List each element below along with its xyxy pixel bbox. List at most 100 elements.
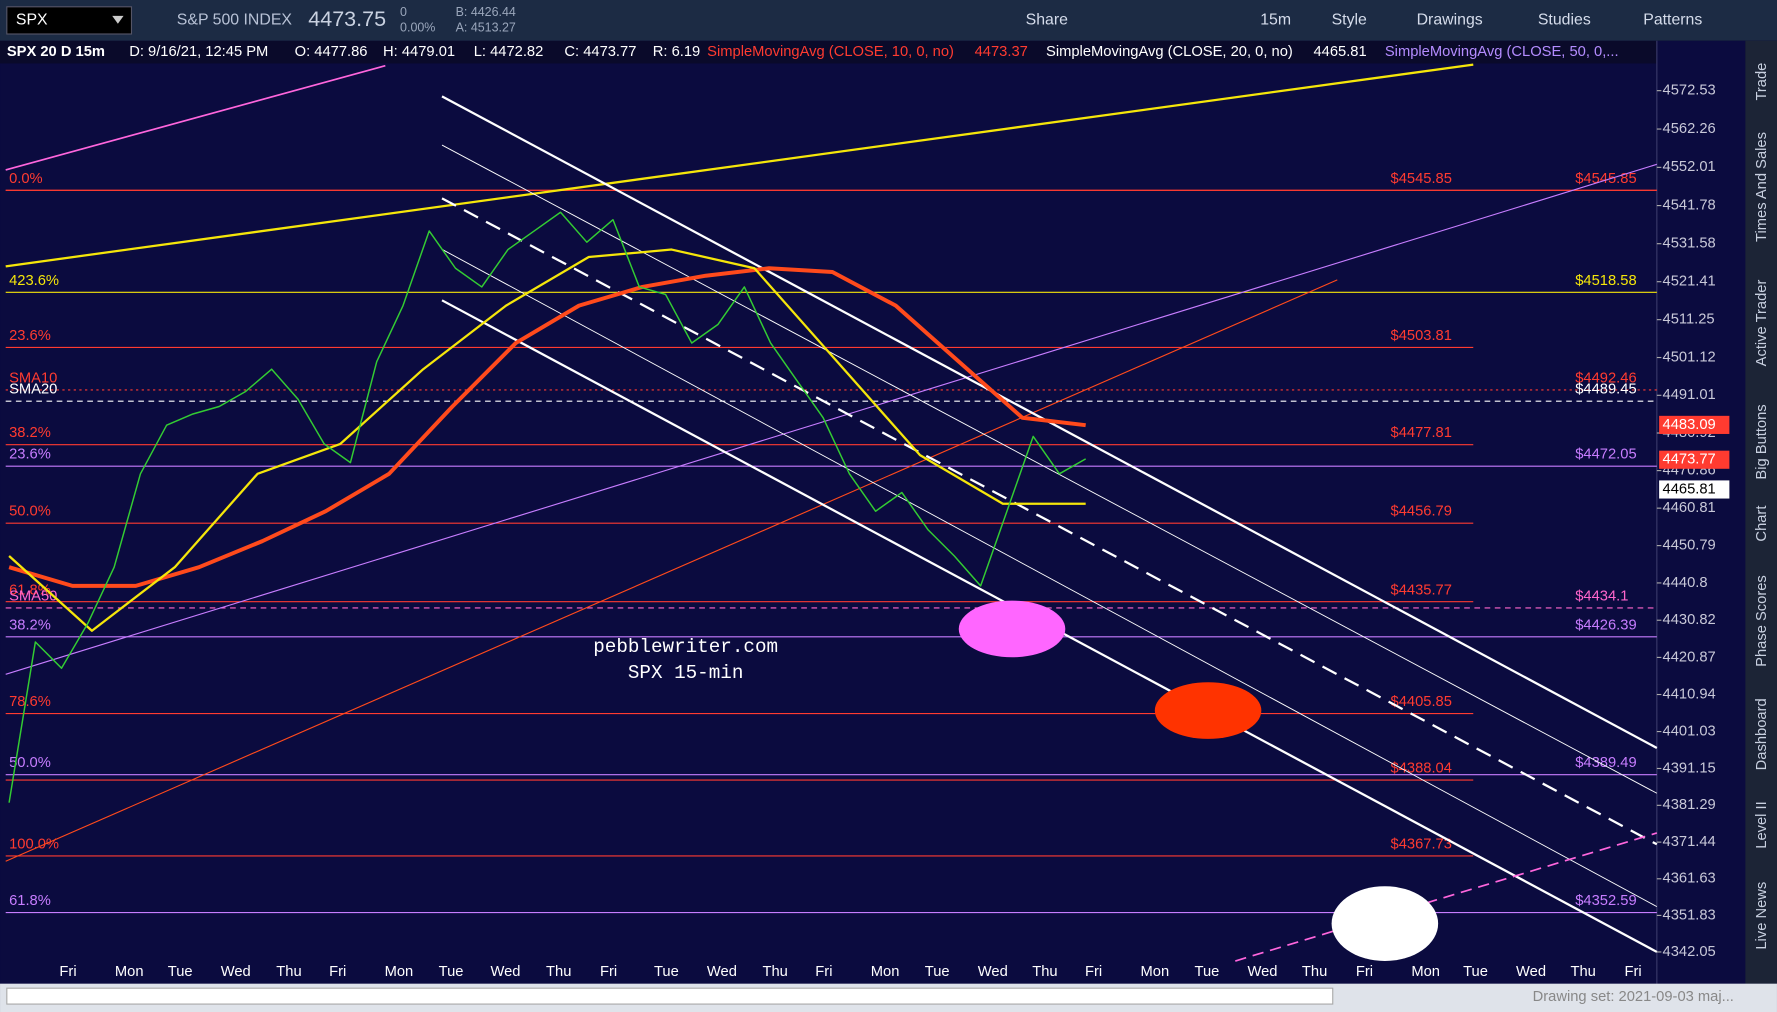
change-pct: 0.00%: [400, 21, 435, 35]
y-tick-label: 4521.41: [1663, 274, 1716, 290]
sidebar-tab[interactable]: Chart: [1754, 506, 1770, 542]
level-name: 50.0%: [9, 504, 51, 520]
trendline: [1235, 832, 1658, 962]
study-label: SimpleMovingAvg (CLOSE, 10, 0, no): [707, 44, 954, 60]
y-tick-label: 4541.78: [1663, 197, 1716, 213]
level-name: 423.6%: [9, 273, 59, 289]
y-tick-label: 4450.79: [1663, 537, 1716, 553]
ask: A: 4513.27: [456, 21, 516, 35]
y-tick-label: 4491.01: [1663, 387, 1716, 403]
x-tick-label: Fri: [600, 964, 617, 980]
study-value: 4465.81: [1313, 44, 1366, 60]
toolbar-button[interactable]: Studies: [1538, 12, 1591, 29]
price-line: [8, 211, 1087, 803]
symbol-box[interactable]: [6, 6, 133, 35]
level-name: 0.0%: [9, 171, 43, 187]
x-tick-label: Tue: [654, 964, 679, 980]
y-tick-label: 4381.29: [1663, 797, 1716, 813]
level-price: $4503.81: [1391, 328, 1452, 344]
y-tick-label: 4501.12: [1663, 349, 1716, 365]
x-tick-label: Thu: [1571, 964, 1596, 980]
x-tick-label: Mon: [871, 964, 900, 980]
price-tag: [1659, 450, 1730, 469]
x-tick-label: Thu: [762, 964, 787, 980]
price-tag-label: 4465.81: [1663, 481, 1716, 497]
price-tag-label: 4473.77: [1663, 452, 1716, 468]
bid: B: 4426.44: [456, 5, 516, 19]
info-field: R: 6.19: [653, 44, 700, 60]
target-oval: [1331, 886, 1439, 962]
channel-line: [441, 197, 1658, 846]
level-name: 78.6%: [9, 694, 51, 710]
level-price: $4518.58: [1575, 273, 1636, 289]
target-oval: [958, 600, 1066, 658]
level-name: 50.0%: [9, 755, 51, 771]
y-tick-label: 4401.03: [1663, 723, 1716, 739]
y-tick-label: 4420.87: [1663, 649, 1716, 665]
info-bar: [0, 40, 1777, 64]
axes: 4572.53 4562.26 4552.01 4541.78 4531.58 4521.…: [59, 83, 1730, 980]
sidebar-tab[interactable]: Dashboard: [1754, 698, 1770, 770]
x-tick-label: Thu: [1032, 964, 1057, 980]
y-tick-label: 4552.01: [1663, 159, 1716, 175]
y-tick-label: 4531.58: [1663, 236, 1716, 252]
moving-average: [8, 266, 1086, 588]
x-tick-label: Tue: [925, 964, 950, 980]
sidebar-tab[interactable]: Trade: [1754, 63, 1770, 101]
x-tick-label: Tue: [168, 964, 193, 980]
study-label: SimpleMovingAvg (CLOSE, 20, 0, no): [1046, 44, 1293, 60]
level-price: $4434.1: [1575, 589, 1628, 605]
y-tick-label: 4342.05: [1663, 944, 1716, 960]
y-tick-label: 4430.82: [1663, 612, 1716, 628]
level-name: 38.2%: [9, 425, 51, 441]
level-name: SMA50: [9, 589, 57, 605]
markers: [958, 600, 1439, 962]
x-tick-label: Wed: [707, 964, 737, 980]
last-price: 4473.75: [308, 7, 386, 31]
channel-line: [441, 248, 1658, 908]
x-tick-label: Mon: [1411, 964, 1440, 980]
sidebar-tab[interactable]: Big Buttons: [1754, 404, 1770, 479]
sidebar-tab[interactable]: Times And Sales: [1754, 132, 1770, 242]
level-price: $4426.39: [1575, 617, 1636, 633]
moving-average: [8, 248, 1086, 632]
toolbar-button[interactable]: Style: [1332, 12, 1367, 29]
price-tag: [1659, 415, 1730, 434]
level-price: $4477.81: [1391, 425, 1452, 441]
study-label: SimpleMovingAvg (CLOSE, 50, 0,...: [1385, 44, 1619, 60]
watermark: pebblewriter.com: [593, 636, 778, 658]
x-tick-label: Thu: [546, 964, 571, 980]
level-price: $4352.59: [1575, 893, 1636, 909]
toolbar: [0, 0, 1777, 41]
sidebar-tabs: Trade Times And Sales Active Trader Big But…: [1754, 63, 1770, 950]
toolbar-button[interactable]: Drawings: [1417, 12, 1483, 29]
x-tick-label: Thu: [1302, 964, 1327, 980]
toolbar-button[interactable]: Patterns: [1643, 12, 1702, 29]
info-field: O: 4477.86: [295, 44, 368, 60]
trendline: [5, 279, 1338, 862]
trendlines: [5, 63, 1658, 962]
y-tick-label: 4351.83: [1663, 907, 1716, 923]
x-tick-label: Wed: [1516, 964, 1546, 980]
symbol: SPX: [16, 12, 48, 29]
trendline: [5, 163, 1658, 675]
level-price: $4435.77: [1391, 582, 1452, 598]
y-tick-label: 4572.53: [1663, 83, 1716, 99]
scrollbar[interactable]: [6, 987, 1334, 1005]
sidebar-tab[interactable]: Phase Scores: [1754, 575, 1770, 667]
dropdown-arrow[interactable]: [112, 15, 124, 24]
info-field: C: 4473.77: [564, 44, 636, 60]
toolbar-button[interactable]: 15m: [1260, 12, 1291, 29]
sidebar-tab[interactable]: Active Trader: [1754, 280, 1770, 367]
x-tick-label: Mon: [385, 964, 414, 980]
sidebar-tab[interactable]: Level II: [1754, 801, 1770, 848]
sidebar-tab[interactable]: Live News: [1754, 882, 1770, 950]
y-tick-label: 4371.44: [1663, 834, 1716, 850]
level-price: $4489.45: [1575, 382, 1636, 398]
info-field: L: 4472.82: [474, 44, 544, 60]
toolbar-button[interactable]: Share: [1026, 12, 1068, 29]
trendline: [5, 64, 386, 171]
